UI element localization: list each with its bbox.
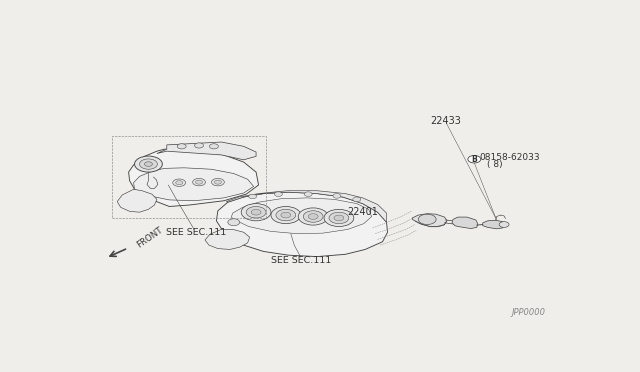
- Polygon shape: [205, 230, 250, 250]
- Circle shape: [209, 144, 218, 149]
- Circle shape: [177, 144, 186, 149]
- Circle shape: [324, 209, 354, 227]
- Circle shape: [329, 212, 349, 224]
- Polygon shape: [157, 142, 256, 160]
- Polygon shape: [134, 168, 253, 201]
- Text: JPP0000: JPP0000: [511, 308, 545, 317]
- Polygon shape: [216, 192, 388, 257]
- Text: ( 8): ( 8): [486, 160, 502, 169]
- Circle shape: [281, 212, 291, 218]
- Circle shape: [246, 206, 266, 218]
- Circle shape: [271, 206, 301, 224]
- Text: 22401: 22401: [347, 207, 378, 217]
- Text: FRONT: FRONT: [136, 225, 165, 250]
- Circle shape: [334, 215, 344, 221]
- Polygon shape: [483, 220, 504, 229]
- Circle shape: [145, 162, 152, 166]
- Circle shape: [298, 208, 328, 225]
- Circle shape: [251, 209, 261, 215]
- Circle shape: [248, 194, 257, 199]
- Polygon shape: [412, 214, 447, 227]
- Circle shape: [304, 192, 312, 196]
- Circle shape: [195, 143, 204, 148]
- Circle shape: [241, 203, 271, 221]
- Circle shape: [134, 156, 163, 172]
- Text: 08158-62033: 08158-62033: [479, 153, 540, 162]
- Text: SEE SEC.111: SEE SEC.111: [271, 256, 331, 265]
- Circle shape: [214, 180, 221, 184]
- Circle shape: [468, 155, 481, 163]
- Circle shape: [193, 179, 205, 186]
- Circle shape: [173, 179, 186, 186]
- Circle shape: [211, 179, 225, 186]
- Circle shape: [276, 209, 296, 221]
- Polygon shape: [117, 189, 157, 212]
- Text: SEE SEC.111: SEE SEC.111: [166, 228, 227, 237]
- Circle shape: [196, 180, 202, 184]
- Polygon shape: [129, 149, 259, 206]
- Polygon shape: [227, 191, 387, 222]
- Polygon shape: [231, 198, 372, 234]
- Circle shape: [308, 214, 318, 219]
- Circle shape: [333, 193, 341, 198]
- Circle shape: [176, 181, 182, 185]
- Text: 22433: 22433: [431, 116, 461, 125]
- Circle shape: [353, 197, 361, 202]
- Text: B: B: [472, 155, 477, 164]
- Circle shape: [275, 192, 282, 196]
- Circle shape: [140, 159, 157, 169]
- Circle shape: [228, 219, 240, 226]
- Circle shape: [419, 214, 436, 225]
- Circle shape: [303, 211, 323, 222]
- Circle shape: [499, 222, 509, 227]
- Polygon shape: [452, 217, 478, 228]
